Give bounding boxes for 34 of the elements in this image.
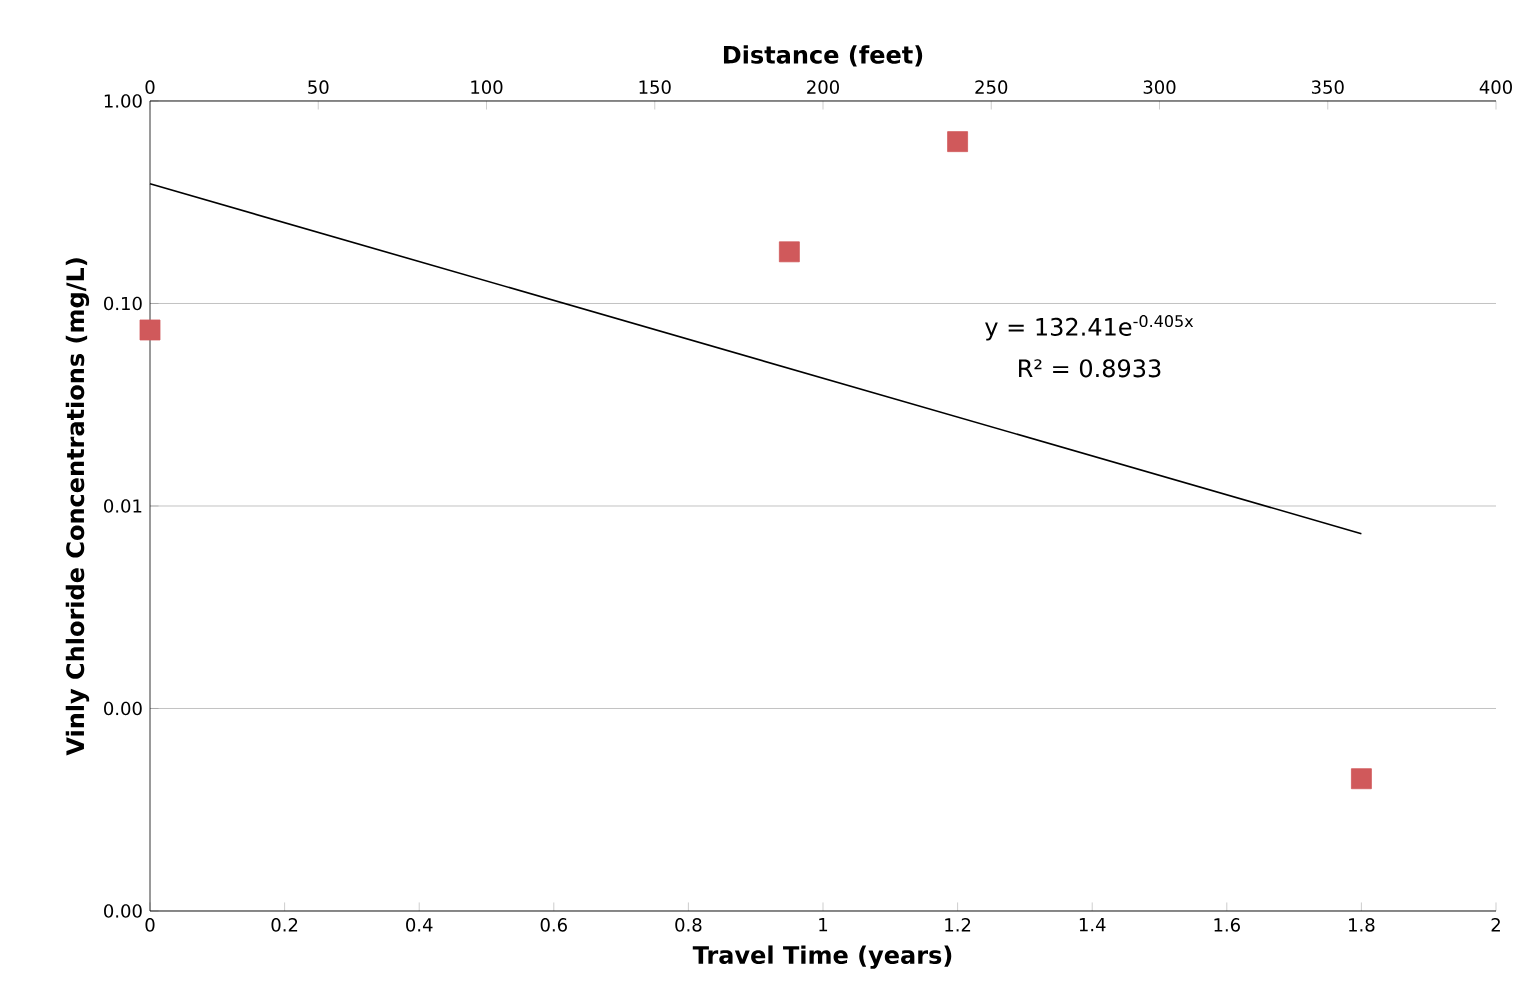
y-tick-label: 0.01 — [104, 499, 142, 513]
x2-tick-label: 50 — [308, 80, 329, 94]
x-tick-label: 1.6 — [1214, 918, 1240, 932]
x-tick-label: 0.2 — [271, 918, 298, 932]
point — [947, 131, 968, 153]
x2-tick-label: 100 — [471, 80, 503, 94]
x-axis-title: Travel Time (years) — [692, 945, 952, 969]
x2-tick-label: 350 — [1311, 80, 1344, 94]
point — [1351, 768, 1372, 790]
x2-tick-label: 0 — [145, 80, 155, 94]
x2-axis-title: Distance (feet) — [723, 45, 923, 67]
y-axis-title: Vinly Chloride Concentrations (mg/L) — [65, 258, 90, 756]
y-tick-label: 1.00 — [104, 94, 142, 108]
point — [139, 319, 161, 341]
y-tick-label: 0.10 — [104, 296, 142, 311]
y-tick-label: 0.00 — [104, 701, 142, 716]
x-tick-label: 0 — [145, 918, 155, 932]
x-tick-label: 2 — [1491, 918, 1500, 932]
x2-tick-label: 250 — [975, 80, 1008, 94]
x2-tick-label: 400 — [1479, 80, 1512, 94]
annotation: y = 132.41e$^{-0.405x}$ — [985, 314, 1194, 341]
x-tick-label: 1.2 — [945, 918, 971, 932]
x-tick-label: 0.6 — [540, 918, 567, 932]
x2-tick-label: 150 — [639, 80, 671, 94]
x-tick-label: 0.4 — [406, 918, 433, 932]
x2-tick-label: 300 — [1143, 80, 1176, 94]
point — [778, 241, 800, 263]
x-tick-label: 0.8 — [675, 918, 702, 932]
x-tick-label: 1.4 — [1079, 918, 1106, 932]
annotation: R² = 0.8933 — [1019, 359, 1161, 378]
x-tick-label: 1.8 — [1349, 918, 1375, 932]
x-tick-label: 1 — [819, 918, 828, 932]
x2-tick-label: 200 — [807, 80, 839, 94]
y-tick-label: 0.00 — [104, 904, 142, 918]
